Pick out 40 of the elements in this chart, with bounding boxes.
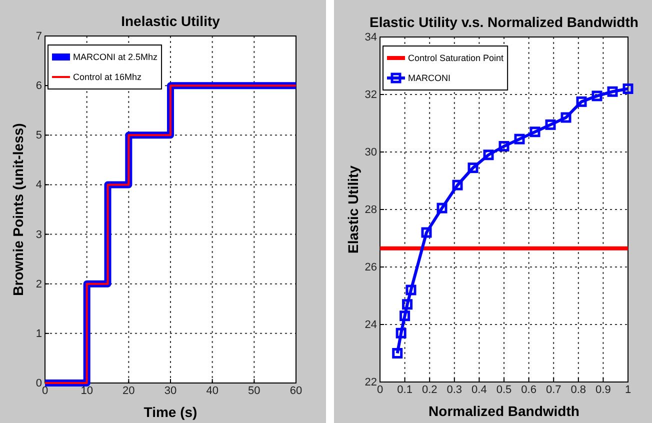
y-tick-label: 26 — [364, 262, 377, 274]
y-tick-label: 34 — [364, 32, 377, 44]
y-tick-label: 4 — [36, 179, 42, 192]
y-tick-label: 6 — [36, 80, 42, 92]
x-tick-label: 10 — [80, 384, 93, 397]
x-tick-label: 0.7 — [546, 384, 562, 396]
legend-label: MARCONI — [408, 73, 450, 83]
chart-title: Inelastic Utility — [121, 13, 220, 29]
y-tick-label: 1 — [36, 328, 42, 340]
x-tick-label: 0.4 — [472, 384, 487, 396]
x-tick-label: 0.5 — [496, 384, 512, 396]
y-tick-label: 32 — [364, 89, 377, 102]
legend-label: Control Saturation Point — [408, 53, 504, 63]
y-tick-label: 30 — [364, 146, 377, 159]
y-tick-label: 22 — [364, 376, 377, 389]
y-axis-title: Elastic Utility — [345, 165, 361, 254]
x-tick-label: 0.9 — [596, 384, 611, 396]
x-tick-label: 0.3 — [446, 384, 462, 396]
y-tick-label: 2 — [36, 278, 42, 290]
x-tick-label: 20 — [122, 384, 135, 397]
x-axis-title: Time (s) — [144, 404, 198, 420]
x-tick-label: 0.2 — [422, 384, 438, 396]
x-tick-label: 1 — [624, 384, 632, 396]
y-tick-label: 28 — [364, 204, 377, 216]
x-tick-label: 0.8 — [570, 384, 586, 396]
y-tick-label: 7 — [36, 30, 42, 43]
legend-label: MARCONI at 2.5Mhz — [73, 52, 158, 62]
y-tick-label: 3 — [36, 228, 42, 241]
x-tick-label: 60 — [290, 384, 302, 397]
y-tick-label: 5 — [36, 130, 42, 142]
x-tick-label: 40 — [206, 384, 218, 397]
x-axis-title: Normalized Bandwidth — [428, 403, 580, 419]
x-tick-label: 50 — [248, 384, 260, 397]
x-tick-label: 0.6 — [521, 384, 536, 396]
x-tick-label: 0.1 — [397, 384, 412, 396]
y-tick-label: 24 — [364, 319, 377, 332]
x-tick-label: 30 — [164, 384, 177, 397]
chart-title: Elastic Utility v.s. Normalized Bandwidth — [370, 14, 638, 30]
y-axis-title: Brownie Points (unit-less) — [10, 123, 26, 296]
legend-label: Control at 16Mhz — [73, 72, 142, 82]
